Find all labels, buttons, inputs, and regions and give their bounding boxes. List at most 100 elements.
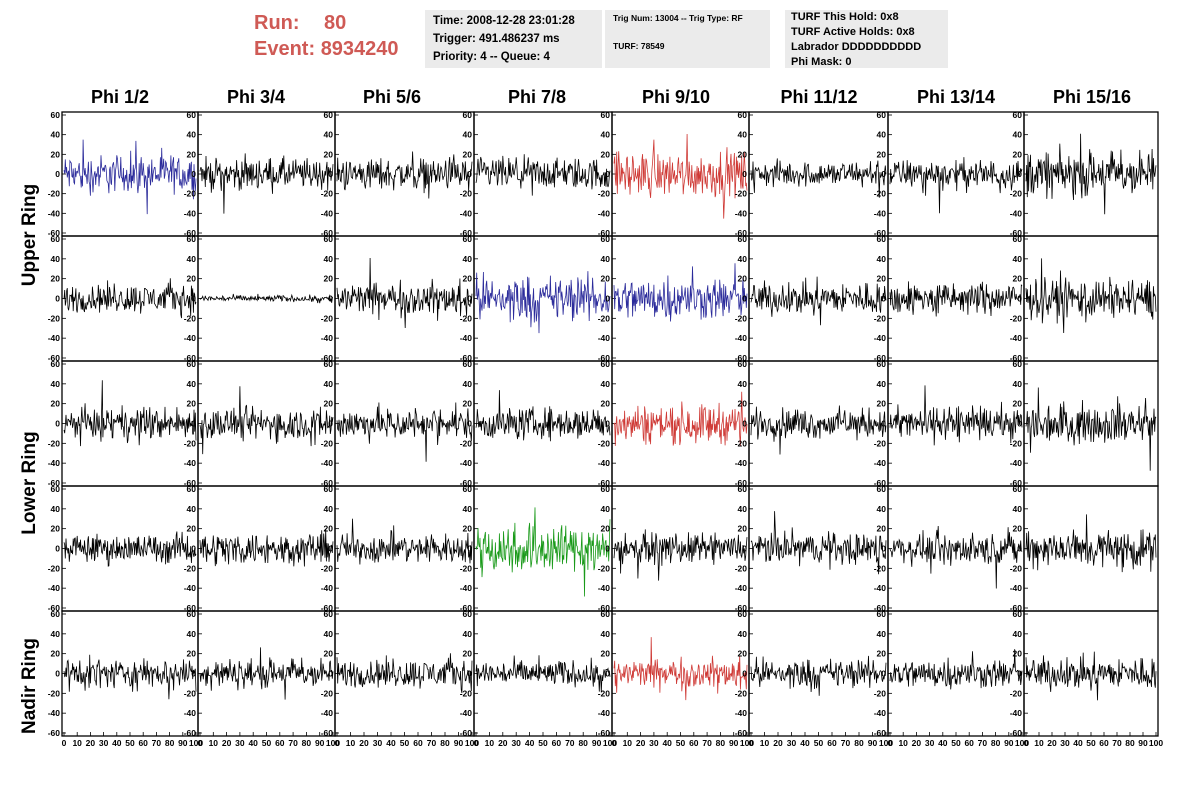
- y-tick-label: -40: [48, 458, 61, 468]
- event-label: Event:: [254, 38, 316, 60]
- y-tick-label: 20: [601, 274, 611, 284]
- x-tick-label: 90: [315, 738, 325, 748]
- y-tick-label: -20: [735, 688, 748, 698]
- x-tick-label: 0: [198, 738, 203, 748]
- y-tick-label: 40: [51, 629, 61, 639]
- x-tick-label: 40: [938, 738, 948, 748]
- y-tick-label: 0: [55, 419, 60, 429]
- y-tick-label: -40: [874, 208, 887, 218]
- y-tick-label: 0: [605, 419, 610, 429]
- event-value: 8934240: [320, 38, 399, 60]
- y-tick-label: -20: [598, 313, 611, 323]
- y-tick-label: 40: [738, 629, 748, 639]
- y-tick-label: -60: [735, 228, 748, 238]
- y-tick-label: 40: [463, 254, 473, 264]
- waveform-trace: [475, 507, 611, 597]
- y-tick-label: 20: [51, 399, 61, 409]
- y-tick-label: 20: [463, 274, 473, 284]
- y-tick-label: 20: [877, 399, 887, 409]
- x-tick-label: 80: [302, 738, 312, 748]
- labrador-text: Labrador DDDDDDDDDD: [791, 41, 922, 53]
- turf-num-text: TURF: 78549: [613, 41, 665, 51]
- waveform-trace: [63, 139, 197, 215]
- x-tick-label: 50: [1086, 738, 1096, 748]
- x-tick-label: 20: [1047, 738, 1057, 748]
- y-tick-label: -60: [48, 478, 61, 488]
- x-tick-label: 20: [773, 738, 783, 748]
- y-tick-label: 20: [877, 524, 887, 534]
- x-tick-label: 10: [1034, 738, 1044, 748]
- waveform-trace: [1025, 258, 1157, 334]
- y-tick-label: -40: [735, 583, 748, 593]
- y-tick-label: 0: [881, 294, 886, 304]
- y-tick-label: 20: [738, 399, 748, 409]
- trigger-text: Trigger: 491.486237 ms: [433, 33, 560, 45]
- waveform-trace: [1025, 387, 1157, 471]
- y-tick-label: 0: [467, 419, 472, 429]
- trigger-info-panel: Trig Num: 13004 -- Trig Type: RF TURF: 7…: [605, 10, 770, 68]
- y-tick-label: -40: [735, 208, 748, 218]
- y-tick-label: -60: [460, 478, 473, 488]
- x-tick-label: 50: [538, 738, 548, 748]
- y-tick-label: 20: [324, 524, 334, 534]
- x-tick-label: 20: [222, 738, 232, 748]
- y-tick-label: -40: [1010, 458, 1023, 468]
- x-tick-label: 60: [552, 738, 562, 748]
- x-tick-label: 30: [235, 738, 245, 748]
- y-tick-label: 20: [51, 649, 61, 659]
- y-tick-label: 40: [324, 254, 334, 264]
- y-tick-label: 60: [601, 609, 611, 619]
- y-tick-label: 40: [877, 504, 887, 514]
- y-tick-label: -60: [735, 353, 748, 363]
- x-tick-label: 40: [248, 738, 258, 748]
- y-tick-label: 40: [51, 254, 61, 264]
- y-tick-label: -60: [874, 728, 887, 738]
- x-tick-label: 50: [814, 738, 824, 748]
- waveform-trace: [199, 293, 333, 304]
- y-tick-label: -40: [598, 333, 611, 343]
- y-tick-label: -20: [460, 438, 473, 448]
- y-tick-label: 20: [1013, 274, 1023, 284]
- y-tick-label: 60: [1013, 609, 1023, 619]
- waveform-trace: [199, 386, 334, 455]
- y-tick-label: -60: [460, 353, 473, 363]
- y-tick-label: -40: [184, 333, 197, 343]
- x-tick-label: 70: [841, 738, 851, 748]
- y-tick-label: 60: [1013, 234, 1023, 244]
- y-tick-label: -20: [184, 313, 197, 323]
- y-tick-label: 40: [324, 379, 334, 389]
- y-tick-label: -40: [460, 708, 473, 718]
- y-tick-label: 0: [328, 294, 333, 304]
- x-tick-label: 100: [1149, 738, 1163, 748]
- y-tick-label: 40: [324, 130, 334, 140]
- y-tick-label: 20: [877, 649, 887, 659]
- x-tick-label: 90: [729, 738, 739, 748]
- y-tick-label: 20: [601, 399, 611, 409]
- y-tick-label: -20: [460, 688, 473, 698]
- x-tick-label: 100: [465, 738, 479, 748]
- waveform-trace: [63, 531, 197, 567]
- x-tick-label: 100: [879, 738, 893, 748]
- phi-title-5: Phi 9/10: [641, 87, 711, 107]
- x-tick-label: 20: [359, 738, 369, 748]
- y-tick-label: -20: [1010, 563, 1023, 573]
- y-tick-label: -40: [874, 708, 887, 718]
- x-tick-label: 80: [991, 738, 1001, 748]
- y-tick-label: 60: [463, 484, 473, 494]
- event-line: Event: 8934240: [254, 36, 399, 62]
- y-tick-label: -60: [321, 603, 334, 613]
- y-tick-label: 40: [1013, 629, 1023, 639]
- y-tick-label: 60: [51, 359, 61, 369]
- y-tick-label: -20: [874, 688, 887, 698]
- y-tick-label: 60: [601, 359, 611, 369]
- y-tick-label: -20: [1010, 313, 1023, 323]
- y-tick-label: 60: [877, 234, 887, 244]
- y-tick-label: -60: [735, 728, 748, 738]
- y-tick-label: -60: [460, 603, 473, 613]
- y-tick-label: 0: [467, 544, 472, 554]
- y-tick-label: -20: [874, 438, 887, 448]
- phi-title-8: Phi 15/16: [1052, 87, 1132, 107]
- y-tick-label: -60: [874, 478, 887, 488]
- x-tick-label: 0: [888, 738, 893, 748]
- y-tick-label: -20: [184, 563, 197, 573]
